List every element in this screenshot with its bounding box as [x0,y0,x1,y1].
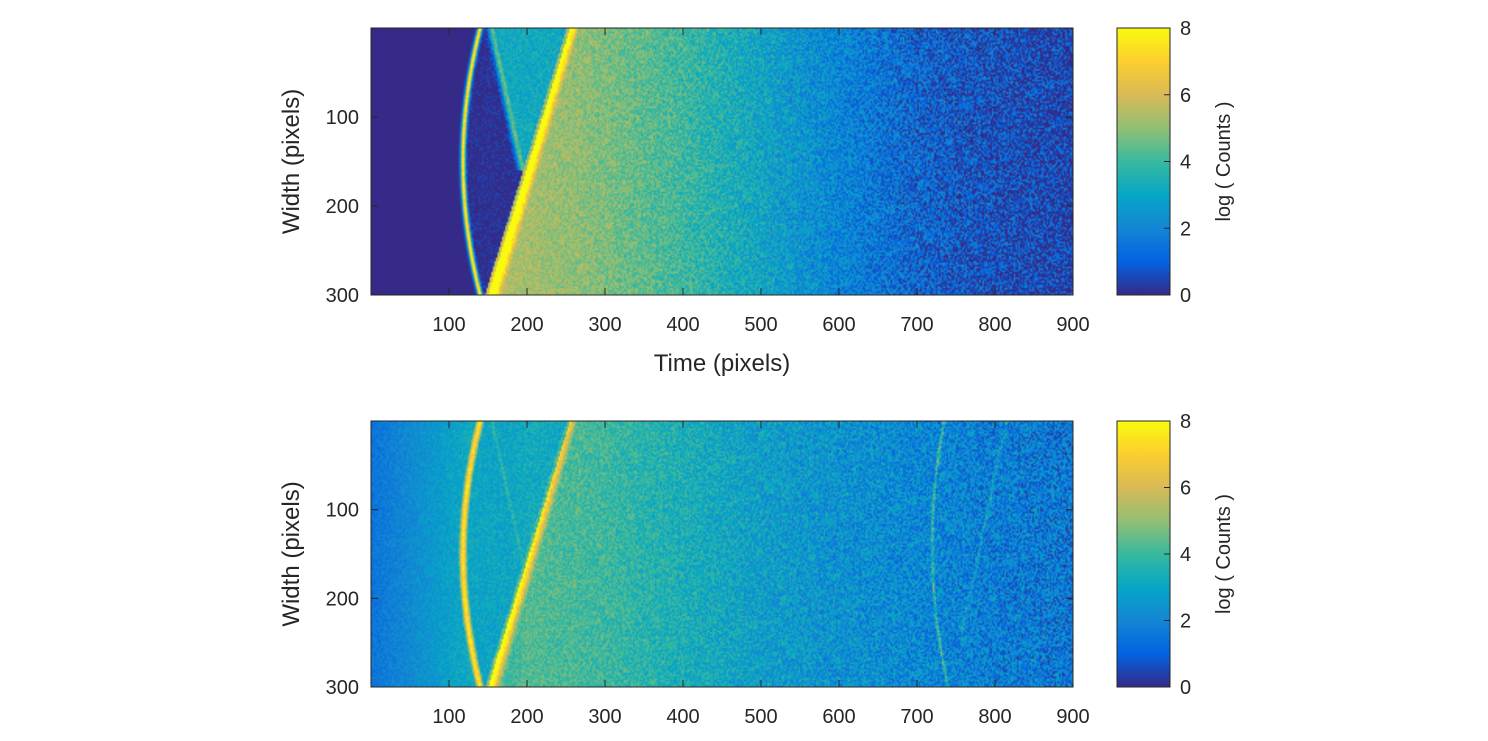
colorbar-tick-label: 6 [1180,478,1191,500]
x-tick-label: 500 [744,314,777,336]
y-tick-label: 200 [326,196,359,218]
heatmap-image [371,421,1073,687]
colorbar-label: log ( Counts ) [1213,494,1235,614]
y-axis-label: Width (pixels) [278,89,305,234]
plot-frame [370,27,1074,296]
x-tick-label: 900 [1056,314,1089,336]
colorbar-label: log ( Counts ) [1213,101,1235,221]
x-tick-label: 500 [744,706,777,728]
x-tick-label: 100 [432,706,465,728]
x-tick-label: 200 [510,314,543,336]
x-tick-label: 400 [666,314,699,336]
colorbar-tick-label: 6 [1180,85,1191,107]
x-tick-label: 900 [1056,706,1089,728]
x-tick-label: 800 [978,706,1011,728]
colorbar-tick-label: 8 [1180,18,1191,40]
colorbar-tick-label: 8 [1180,411,1191,433]
y-axis-label: Width (pixels) [278,481,305,626]
x-axis-label: Time (pixels) [654,350,790,377]
panel-2: 100 200 300 400 500 600 700 800 900 100 200 300 Widt… [278,411,1235,728]
y-tick-label: 300 [326,285,359,307]
colorbar-tick-label: 4 [1180,544,1191,566]
x-tick-label: 300 [588,706,621,728]
x-tick-label: 800 [978,314,1011,336]
x-tick-label: 100 [432,314,465,336]
y-tick-label: 100 [326,107,359,129]
x-tick-label: 300 [588,314,621,336]
y-tick-label: 300 [326,677,359,699]
x-tick-label: 600 [822,706,855,728]
colorbar-tick-label: 0 [1180,677,1191,699]
plot-frame [370,420,1074,688]
colorbar-tick-label: 0 [1180,285,1191,307]
colorbar-tick-label: 4 [1180,152,1191,174]
colorbar [1116,420,1171,688]
x-tick-label: 200 [510,706,543,728]
x-tick-label: 700 [900,706,933,728]
y-tick-label: 200 [326,588,359,610]
y-tick-label: 100 [326,500,359,522]
colorbar-tick-label: 2 [1180,611,1191,633]
x-tick-label: 600 [822,314,855,336]
colorbar [1116,27,1171,296]
panel-1: 100 200 300 400 500 600 700 800 900 100 200 300 Widt… [278,18,1235,377]
x-tick-label: 400 [666,706,699,728]
x-tick-label: 700 [900,314,933,336]
heatmap-image [371,28,1073,295]
colorbar-tick-label: 2 [1180,218,1191,240]
